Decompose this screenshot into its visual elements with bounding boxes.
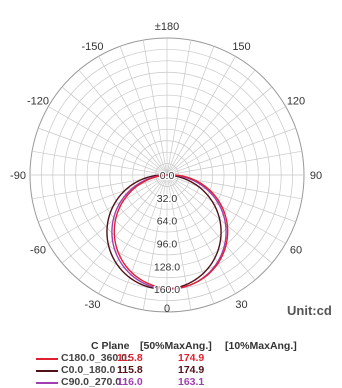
legend-swatch	[36, 382, 58, 384]
grid-spoke	[32, 150, 168, 176]
legend-entry-name: C180.0_360.0:	[61, 352, 131, 364]
polar-grid	[29, 37, 305, 313]
legend-entry-value-50: 115.8	[117, 352, 143, 364]
grid-spoke	[166, 174, 256, 281]
legend-header-50: [50%MaxAng.]	[140, 340, 212, 352]
intensity-curve	[111, 174, 227, 290]
legend-header-10: [10%MaxAng.]	[225, 340, 297, 352]
grid-spoke	[119, 46, 168, 176]
angle-label: 0	[164, 303, 170, 315]
radial-tick-label: 160.0	[154, 284, 180, 296]
grid-spoke	[166, 86, 273, 176]
intensity-curve	[113, 174, 229, 290]
legend-swatch	[36, 370, 58, 372]
radial-tick-label: 96.0	[157, 239, 178, 251]
grid-spoke	[166, 69, 256, 176]
angle-label: -60	[30, 245, 46, 257]
radial-tick-label: 64.0	[157, 216, 178, 228]
grid-spoke	[61, 86, 168, 176]
angle-label: 60	[290, 245, 302, 257]
grid-spoke	[98, 56, 168, 176]
grid-spoke	[98, 174, 168, 294]
grid-spoke	[78, 174, 168, 281]
grid-spoke	[38, 127, 168, 176]
angle-label: 90	[310, 170, 322, 182]
angle-label: -30	[85, 299, 101, 311]
legend-entry-value-10: 163.1	[178, 376, 205, 388]
angle-label: -150	[81, 41, 103, 53]
legend-entry-name: C90.0_270.0 :	[61, 376, 128, 388]
legend-entry: C180.0_360.0: 115.8 174.9	[36, 352, 336, 364]
grid-spoke	[166, 174, 215, 304]
radial-tick-label: 0.0	[160, 170, 175, 182]
grid-spoke	[166, 106, 286, 176]
grid-spoke	[166, 56, 236, 176]
grid-spoke	[142, 40, 168, 176]
grid-spoke	[166, 46, 215, 176]
legend-swatch	[36, 358, 58, 360]
grid-spoke	[166, 150, 302, 176]
legend-entry-value-10: 174.9	[178, 364, 205, 376]
grid-spoke	[166, 40, 192, 176]
angle-label: 30	[235, 299, 247, 311]
angle-label: 150	[232, 41, 250, 53]
angle-label: -120	[27, 96, 49, 108]
grid-spoke	[38, 174, 168, 223]
radial-tick-label: 128.0	[154, 261, 180, 273]
legend-entry-value-50: 115.8	[117, 364, 143, 376]
grid-spoke	[166, 174, 192, 310]
angle-label: ±180	[155, 21, 179, 33]
grid-spoke	[78, 69, 168, 176]
grid-spoke	[166, 174, 236, 294]
unit-label: Unit:cd	[287, 303, 332, 318]
grid-spoke	[119, 174, 168, 304]
legend-entry-name: C0.0_180.0 :	[61, 364, 122, 376]
grid-spoke	[48, 174, 168, 244]
grid-spoke	[166, 174, 296, 223]
intensity-curves	[106, 174, 229, 290]
legend-entry-value-50: 116.0	[117, 376, 143, 388]
legend-entry: C0.0_180.0 : 115.8 174.9	[36, 364, 336, 376]
grid-spoke	[48, 106, 168, 176]
legend-entry: C90.0_270.0 : 116.0 163.1	[36, 376, 336, 388]
angle-label: 120	[287, 96, 305, 108]
grid-spoke	[166, 174, 286, 244]
grid-spoke	[166, 127, 296, 176]
axis-labels: 0 30 60 90 120 150 ±180 -150 -120 -90 -60 -30 0.0 32.…	[10, 21, 322, 315]
legend-header-plane: C Plane	[91, 340, 130, 352]
grid-spoke	[142, 174, 168, 310]
angle-label: -90	[10, 170, 26, 182]
legend-entry-value-10: 174.9	[178, 352, 205, 364]
radial-tick-label: 32.0	[157, 193, 178, 205]
grid-spoke	[61, 174, 168, 264]
